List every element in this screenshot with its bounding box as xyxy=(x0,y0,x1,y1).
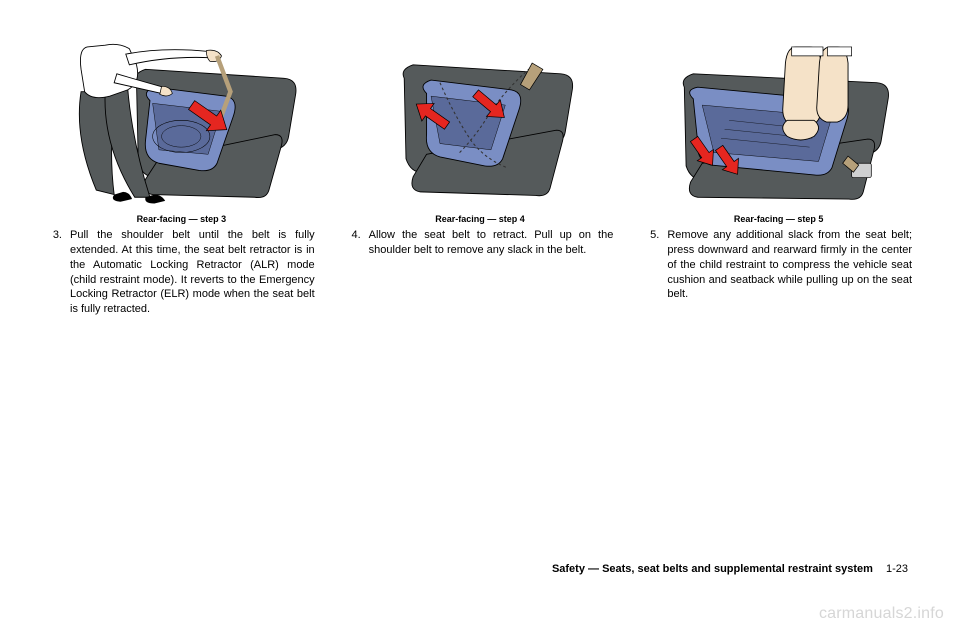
step-number: 4. xyxy=(347,228,369,258)
illustration-step-3 xyxy=(48,38,315,208)
instruction-step-3: 3. Pull the shoulder belt until the belt… xyxy=(48,228,315,317)
column-step-3: Rear-facing — step 3 3. Pull the shoulde… xyxy=(48,38,315,317)
caption-step-4: Rear-facing — step 4 xyxy=(347,214,614,224)
step-number: 3. xyxy=(48,228,70,317)
step-text: Pull the shoulder belt until the belt is… xyxy=(70,228,315,317)
watermark-text: carmanuals2.info xyxy=(819,605,944,623)
caption-step-3: Rear-facing — step 3 xyxy=(48,214,315,224)
instruction-step-4: 4. Allow the seat belt to retract. Pull … xyxy=(347,228,614,258)
illustration-step-4 xyxy=(347,38,614,208)
step-text: Allow the seat belt to retract. Pull up … xyxy=(369,228,614,258)
page-container: Rear-facing — step 3 3. Pull the shoulde… xyxy=(0,0,960,317)
step-text: Remove any additional slack from the sea… xyxy=(667,228,912,302)
column-step-4: Rear-facing — step 4 4. Allow the seat b… xyxy=(347,38,614,317)
illustration-step-5 xyxy=(645,38,912,208)
page-footer: Safety — Seats, seat belts and supplemen… xyxy=(552,563,908,575)
footer-page-number: 1-23 xyxy=(876,563,908,575)
caption-step-5: Rear-facing — step 5 xyxy=(645,214,912,224)
step-number: 5. xyxy=(645,228,667,302)
footer-section-title: Safety — Seats, seat belts and supplemen… xyxy=(552,563,873,575)
column-step-5: Rear-facing — step 5 5. Remove any addit… xyxy=(645,38,912,317)
instruction-step-5: 5. Remove any additional slack from the … xyxy=(645,228,912,302)
